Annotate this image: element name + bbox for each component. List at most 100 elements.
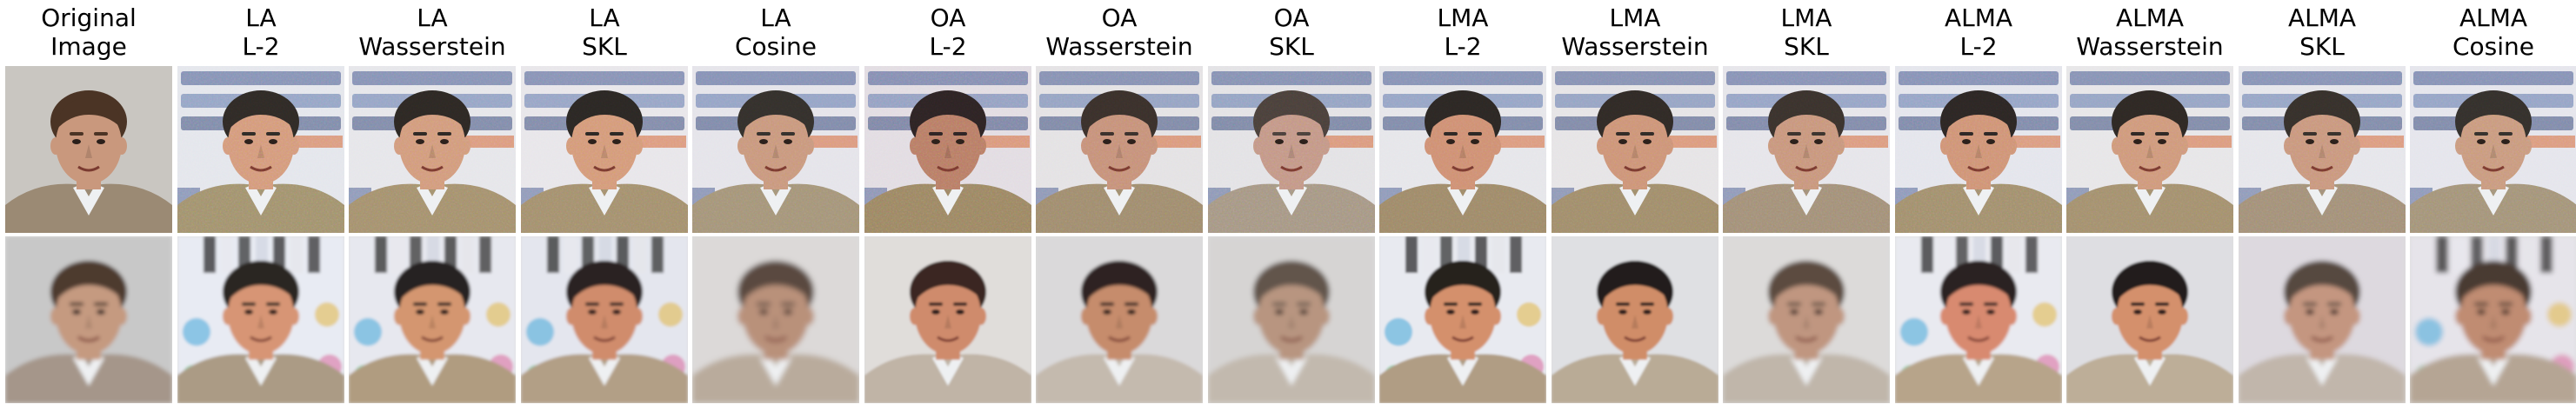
header-line-2: Cosine [734,32,818,61]
header-line-1: LA [245,3,277,32]
face-image-bottom [2410,236,2576,403]
column-header: LMA Wasserstein [1541,3,1729,61]
header-line-1: OA [930,3,966,32]
header-line-1: LA [589,3,620,32]
header-line-2: L-2 [242,32,280,61]
column-9: LMA Wasserstein [1552,0,1718,411]
face-image-top [349,66,516,233]
face-image-bottom [1723,236,1890,403]
column-header: OA L-2 [854,3,1042,61]
face-image-bottom [1895,236,2062,403]
header-line-2: Wasserstein [358,32,506,61]
column-header: LA L-2 [167,3,355,61]
column-10: LMA SKL [1723,0,1890,411]
face-portrait [521,66,688,233]
face-image-bottom [177,236,344,403]
header-line-2: SKL [1784,32,1829,61]
column-header: Original Image [0,3,183,61]
face-portrait [692,236,859,403]
face-portrait [1723,66,1890,233]
face-image-bottom [864,236,1031,403]
face-image-top [2239,66,2406,233]
face-image-top [692,66,859,233]
face-portrait [864,66,1031,233]
face-image-bottom [2066,236,2233,403]
face-portrait [349,236,516,403]
face-image-top [521,66,688,233]
face-image-top [1208,66,1375,233]
face-portrait [1552,236,1718,403]
column-11: ALMA L-2 [1895,0,2062,411]
face-portrait [692,66,859,233]
face-portrait [349,66,516,233]
face-portrait [5,66,172,233]
header-line-1: ALMA [2459,3,2528,32]
column-0: Original Image [5,0,172,411]
face-image-top [1723,66,1890,233]
column-header: OA Wasserstein [1025,3,1213,61]
face-portrait [1895,66,2062,233]
header-line-2: SKL [1269,32,1314,61]
face-portrait [177,236,344,403]
column-header: ALMA Wasserstein [2056,3,2244,61]
header-line-2: Wasserstein [1045,32,1193,61]
face-image-top [864,66,1031,233]
face-portrait [1208,66,1375,233]
face-image-top [1552,66,1718,233]
face-image-bottom [2239,236,2406,403]
header-line-1: LMA [1780,3,1832,32]
header-line-2: L-2 [1959,32,1998,61]
column-5: OA L-2 [864,0,1031,411]
face-image-bottom [349,236,516,403]
header-line-2: L-2 [929,32,967,61]
face-image-top [2410,66,2576,233]
header-line-2: Cosine [2452,32,2535,61]
face-image-bottom [1208,236,1375,403]
column-4: LA Cosine [692,0,859,411]
column-header: OA SKL [1198,3,1385,61]
face-portrait [1379,236,1546,403]
column-13: ALMA SKL [2239,0,2406,411]
header-line-2: L-2 [1444,32,1482,61]
face-image-top [1379,66,1546,233]
header-line-1: OA [1101,3,1138,32]
face-portrait [521,236,688,403]
header-line-1: ALMA [2115,3,2185,32]
face-image-top [2066,66,2233,233]
header-line-1: ALMA [2287,3,2357,32]
face-portrait [177,66,344,233]
column-header: LA SKL [511,3,698,61]
header-line-2: Wasserstein [2076,32,2224,61]
face-image-top [5,66,172,233]
column-3: LA SKL [521,0,688,411]
column-header: LMA SKL [1712,3,1900,61]
face-portrait [2066,66,2233,233]
column-6: OA Wasserstein [1036,0,1203,411]
face-portrait [1036,236,1203,403]
header-line-1: LMA [1437,3,1489,32]
face-image-bottom [1036,236,1203,403]
face-image-top [1036,66,1203,233]
face-portrait [5,236,172,403]
face-image-bottom [692,236,859,403]
header-line-2: Image [50,32,127,61]
column-1: LA L-2 [177,0,344,411]
header-line-1: LA [417,3,448,32]
face-portrait [2066,236,2233,403]
header-line-1: OA [1273,3,1310,32]
column-header: LMA L-2 [1369,3,1557,61]
face-portrait [2239,236,2406,403]
results-grid: Original Image LA L-2 LA Wasserstein LA SKL LA Co… [5,0,2576,411]
header-line-1: Original [41,3,137,32]
face-image-bottom [521,236,688,403]
face-image-bottom [5,236,172,403]
face-portrait [1723,236,1890,403]
face-image-bottom [1552,236,1718,403]
face-portrait [2410,236,2576,403]
face-image-bottom [1379,236,1546,403]
column-7: OA SKL [1208,0,1375,411]
column-header: LA Cosine [682,3,870,61]
header-line-2: Wasserstein [1561,32,1709,61]
face-portrait [1895,236,2062,403]
face-portrait [1208,236,1375,403]
